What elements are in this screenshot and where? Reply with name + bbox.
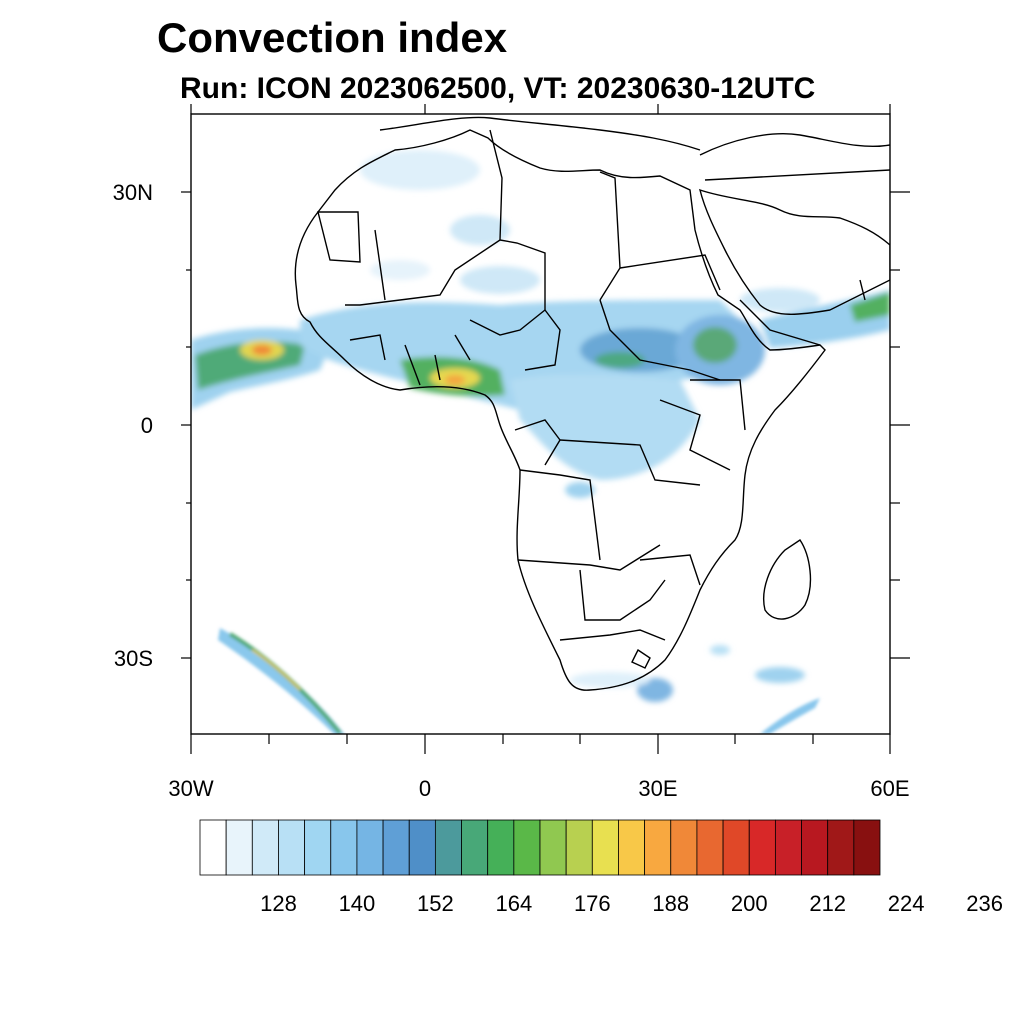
colorbar-label: 200 [731,891,768,916]
colorbar-label: 164 [495,891,532,916]
colorbar-swatch [382,819,410,876]
lon-tick-label: 30W [168,776,213,801]
colorbar-swatch [539,819,567,876]
colorbar: 128 140 152 164 176 188 200 212 224 236 [199,819,1003,916]
colorbar-swatch [722,819,750,876]
lat-tick-label: 30S [114,646,153,671]
colorbar-swatch [670,819,698,876]
colorbar-swatch [434,819,462,876]
colorbar-label: 152 [417,891,454,916]
colorbar-swatch [696,819,724,876]
colorbar-swatch [199,819,227,876]
madagascar [763,539,812,620]
colorbar-label: 128 [260,891,297,916]
colorbar-swatch [304,819,332,876]
colorbar-label: 188 [652,891,689,916]
plot-frame [190,113,891,735]
colorbar-swatch [591,819,619,876]
colorbar-swatch [330,819,358,876]
lon-tick-label: 30E [638,776,677,801]
colorbar-swatch [748,819,776,876]
colorbar-label: 236 [966,891,1003,916]
colorbar-swatch [251,819,279,876]
field-central-africa [510,374,700,480]
africa-coastline [294,129,826,691]
arabia [699,188,890,315]
colorbar-swatch [565,819,593,876]
field-southern-front [218,628,345,734]
colorbar-swatch [487,819,515,876]
colorbar-swatch [513,819,541,876]
colorbar-label: 176 [574,891,611,916]
lon-tick-label: 0 [419,776,431,801]
colorbar-label: 224 [888,891,925,916]
lat-tick-label: 30N [113,180,153,205]
colorbar-swatch [356,819,384,876]
axis-ticks [181,104,910,754]
chart-title: Convection index [157,14,508,61]
colorbar-label: 212 [809,891,846,916]
convection-field [191,150,890,734]
colorbar-swatch [278,819,306,876]
colorbar-swatch [408,819,436,876]
chart-subtitle: Run: ICON 2023062500, VT: 20230630-12UTC [180,72,816,105]
colorbar-swatch [774,819,802,876]
colorbar-swatch [853,819,881,876]
lat-tick-label: 0 [141,413,153,438]
colorbar-swatch [225,819,253,876]
colorbar-label: 140 [339,891,376,916]
colorbar-swatch [461,819,489,876]
colorbar-swatch [644,819,672,876]
colorbar-swatch [618,819,646,876]
colorbar-swatch [827,819,855,876]
map-outlines [294,116,890,691]
lon-tick-label: 60E [870,776,909,801]
colorbar-swatch [801,819,829,876]
